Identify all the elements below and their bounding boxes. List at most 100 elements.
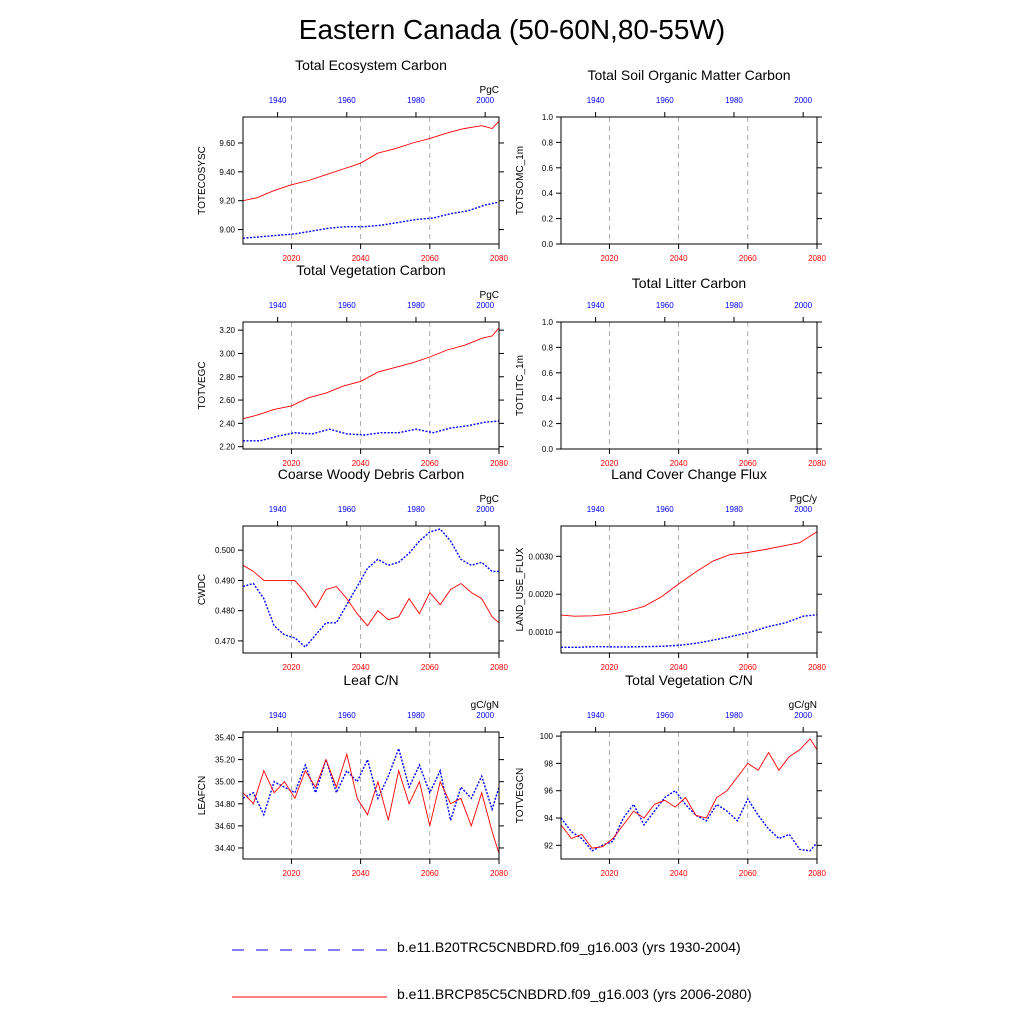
y-tick-label: 0.2 [542, 215, 554, 224]
y-tick-label: 1.0 [542, 113, 554, 122]
x-tick-label-bottom: 2020 [601, 663, 619, 672]
panel-title: Total Ecosystem Carbon [295, 57, 447, 73]
x-tick-label-bottom: 2040 [670, 869, 688, 878]
units-label: gC/gN [471, 700, 499, 711]
x-tick-label-bottom: 2020 [283, 869, 301, 878]
x-tick-label-top: 1940 [587, 301, 605, 310]
x-tick-label-bottom: 2080 [490, 663, 508, 672]
y-tick-label: 98 [544, 759, 553, 768]
x-tick-label-bottom: 2060 [739, 459, 757, 468]
y-tick-label: 35.40 [215, 734, 236, 743]
y-tick-label: 0.0010 [529, 628, 554, 637]
series-line-future [560, 738, 818, 849]
units-label: gC/gN [789, 700, 817, 711]
y-tick-label: 9.20 [219, 197, 235, 206]
x-tick-label-top: 1960 [656, 96, 674, 105]
x-tick-label-top: 2000 [476, 96, 494, 105]
x-tick-label-bottom: 2080 [490, 459, 508, 468]
plot-frame [242, 731, 500, 860]
y-tick-label: 100 [540, 732, 554, 741]
figure: 9.00 9.20 9.40 9.60 2020 2040 2060 2080 1940 1960… [197, 57, 826, 878]
x-tick-label-bottom: 2060 [739, 663, 757, 672]
x-tick-label-top: 1980 [725, 505, 743, 514]
y-axis-label: CWDC [197, 574, 208, 605]
y-tick-label: 34.80 [215, 800, 236, 809]
y-tick-label: 0.0 [542, 240, 554, 249]
legend: b.e11.B20TRC5CNBDRD.f09_g16.003 (yrs 193… [0, 925, 1024, 1020]
y-tick-label: 0.6 [542, 369, 554, 378]
series-line-historical [243, 420, 500, 442]
plot-frame [560, 525, 818, 654]
plot-frame [242, 525, 500, 654]
x-tick-label-top: 1960 [338, 505, 356, 514]
x-tick-label-top: 2000 [476, 505, 494, 514]
x-tick-label-bottom: 2020 [601, 869, 619, 878]
y-tick-label: 0.6 [542, 164, 554, 173]
y-tick-label: 0.2 [542, 420, 554, 429]
units-label: PgC [480, 85, 499, 96]
y-axis-label: LEAFCN [197, 776, 208, 815]
x-tick-label-bottom: 2060 [739, 254, 757, 263]
x-tick-label-bottom: 2020 [601, 254, 619, 263]
x-tick-label-bottom: 2040 [352, 254, 370, 263]
panel-land_use_flux: 0.0010 0.0020 0.0030 2020 2040 2060 2080 1940 19… [515, 466, 826, 672]
panel-title: Total Vegetation C/N [625, 672, 753, 688]
x-tick-label-bottom: 2060 [421, 254, 439, 263]
units-label: PgC/y [790, 494, 817, 505]
x-tick-label-bottom: 2020 [283, 459, 301, 468]
y-tick-label: 2.80 [219, 373, 235, 382]
panel-title: Total Litter Carbon [632, 275, 746, 291]
x-tick-label-top: 2000 [476, 711, 494, 720]
legend-label-future: b.e11.BRCP85C5CNBDRD.f09_g16.003 (yrs 20… [397, 986, 752, 1002]
x-tick-label-bottom: 2080 [808, 459, 826, 468]
panel-totvegc: 2.20 2.40 2.60 2.80 3.00 3.20 2020 2040 2060 2080… [197, 262, 508, 468]
x-tick-label-bottom: 2080 [490, 869, 508, 878]
x-tick-label-bottom: 2040 [670, 459, 688, 468]
x-tick-label-bottom: 2060 [421, 459, 439, 468]
y-axis-label: TOTLITC_1m [515, 355, 526, 416]
series-line-historical [242, 746, 500, 824]
series-line-historical [242, 528, 499, 648]
panel-totsomc_1m: 0.0 0.2 0.4 0.6 0.8 1.0 2020 2040 2060 2080 1940 19… [515, 67, 826, 263]
y-axis-label: TOTVEGC [197, 361, 208, 409]
x-tick-label-top: 1960 [656, 505, 674, 514]
x-tick-label-top: 1960 [338, 711, 356, 720]
y-tick-label: 0.0030 [529, 552, 554, 561]
series-line-future [560, 531, 818, 617]
panel-leafcn: 34.40 34.60 34.80 35.00 35.20 35.40 2020 2040 20… [197, 672, 508, 878]
y-tick-label: 0.480 [215, 607, 236, 616]
x-tick-label-top: 1940 [587, 96, 605, 105]
x-tick-label-top: 1980 [407, 711, 425, 720]
y-tick-label: 9.00 [219, 226, 235, 235]
x-tick-label-top: 1940 [269, 301, 287, 310]
y-tick-label: 34.60 [215, 822, 236, 831]
x-tick-label-bottom: 2040 [670, 663, 688, 672]
plot-frame [560, 321, 818, 450]
x-tick-label-top: 1980 [407, 96, 425, 105]
y-tick-label: 92 [544, 841, 553, 850]
series-line-future [242, 752, 500, 854]
plot-frame [242, 116, 500, 245]
legend-line-solid [232, 996, 387, 998]
y-tick-label: 34.40 [215, 844, 236, 853]
y-tick-label: 0.500 [215, 546, 236, 555]
plot-frame [242, 321, 500, 450]
series-line-historical [561, 614, 818, 648]
series-line-historical [242, 201, 500, 239]
panel-title: Coarse Woody Debris Carbon [278, 466, 465, 482]
x-tick-label-top: 2000 [794, 505, 812, 514]
x-tick-label-bottom: 2040 [670, 254, 688, 263]
x-tick-label-bottom: 2060 [421, 869, 439, 878]
y-axis-label: TOTECOSYSC [197, 146, 208, 215]
series-line-future [242, 564, 500, 627]
units-label: PgC [480, 494, 499, 505]
figure-title: Eastern Canada (50-60N,80-55W) [298, 14, 726, 45]
y-tick-label: 9.60 [219, 139, 235, 148]
x-tick-label-bottom: 2060 [421, 663, 439, 672]
x-tick-label-top: 1960 [656, 711, 674, 720]
panel-title: Total Soil Organic Matter Carbon [587, 67, 790, 83]
y-tick-label: 0.8 [542, 138, 554, 147]
series-line-historical [560, 789, 818, 852]
y-tick-label: 35.20 [215, 756, 236, 765]
x-tick-label-top: 1940 [587, 505, 605, 514]
